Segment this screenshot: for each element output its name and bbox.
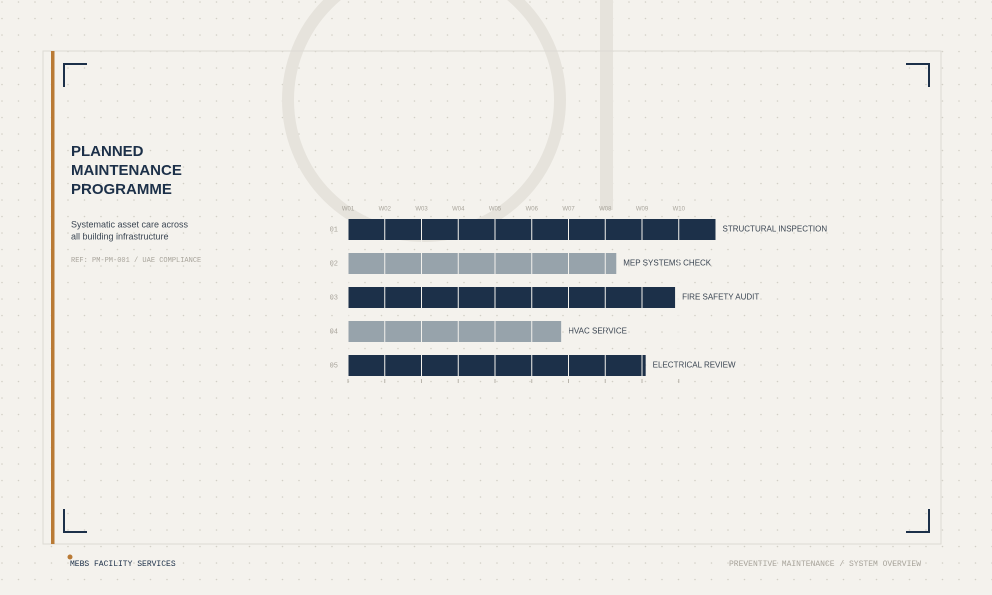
footer-right: PREVENTIVE MAINTENANCE / SYSTEM OVERVIEW: [729, 560, 921, 569]
x-tick-label: W10: [673, 207, 686, 213]
x-tick-label: W08: [599, 207, 612, 213]
x-tick-label: W05: [489, 207, 502, 213]
row-number: 04: [330, 328, 338, 336]
subtitle: all building infrastructure: [71, 231, 169, 241]
bar: [348, 321, 562, 342]
x-tick-label: W09: [636, 207, 649, 213]
x-tick-label: W02: [379, 207, 392, 213]
reference: REF: PM-PM-001 / UAE COMPLIANCE: [71, 257, 201, 265]
x-tick-label: W06: [526, 207, 539, 213]
row-number: 01: [330, 226, 338, 234]
footer-left: MEBS FACILITY SERVICES: [70, 560, 176, 569]
x-tick-label: W01: [342, 207, 355, 213]
chart: 01 STRUCTURAL INSPECTION 02 MEP SYSTEMS CHE…: [330, 207, 828, 383]
bar: [348, 355, 646, 376]
corner-brackets: [63, 63, 930, 533]
bar-label: FIRE SAFETY AUDIT: [682, 293, 759, 302]
bar-label: HVAC SERVICE: [568, 327, 627, 336]
title: PROGRAMME: [71, 181, 172, 198]
bar: [348, 253, 617, 274]
x-tick-label: W07: [562, 207, 575, 213]
x-tick-label: W04: [452, 207, 465, 213]
accent-bar: [51, 51, 55, 544]
frame: [42, 50, 942, 545]
row-number: 02: [330, 260, 338, 268]
bar: [348, 287, 676, 308]
bar-label: STRUCTURAL INSPECTION: [723, 225, 828, 234]
decor-bar: [600, 0, 613, 210]
title: PLANNED: [71, 143, 144, 160]
row-number: 05: [330, 362, 338, 370]
bar-label: ELECTRICAL REVIEW: [653, 361, 736, 370]
title: MAINTENANCE: [71, 162, 182, 179]
footer-dot: [67, 554, 73, 560]
x-tick-label: W03: [415, 207, 428, 213]
subtitle: Systematic asset care across: [71, 219, 189, 229]
row-number: 03: [330, 294, 338, 302]
bar-label: MEP SYSTEMS CHECK: [623, 259, 712, 268]
